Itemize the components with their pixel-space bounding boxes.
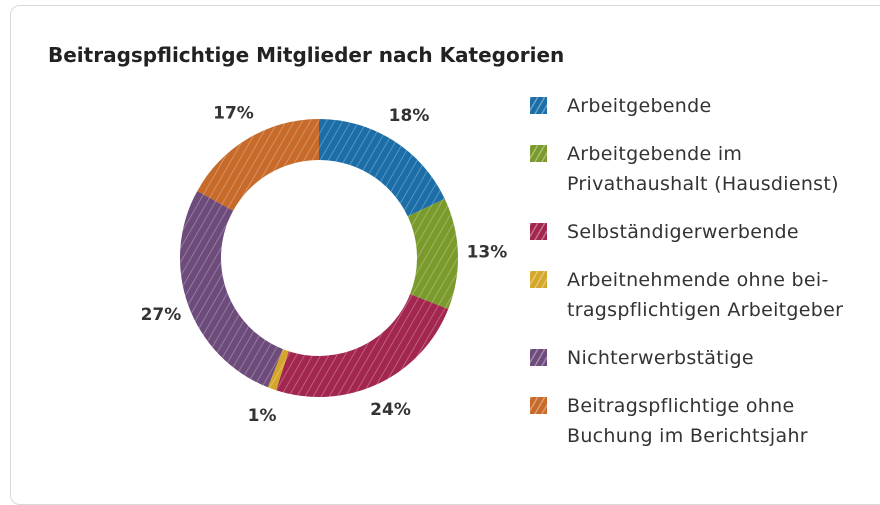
data-label: 17% [213, 103, 254, 123]
data-label: 24% [370, 400, 411, 420]
data-label: 18% [389, 106, 430, 126]
data-label: 13% [467, 243, 508, 263]
legend: Arbeitgebende Arbeitgebende im Privathaus… [530, 91, 870, 469]
legend-label: Arbeitgebende im Privathaushalt (Hausdie… [567, 143, 839, 195]
slice-hatch [407, 198, 458, 310]
slice-hatch [319, 119, 445, 217]
legend-item: Arbeitgebende im Privathaushalt (Hausdie… [530, 139, 870, 199]
slice-hatch [267, 349, 289, 391]
legend-item: Beitragspflichtige ohne Buchung im Beric… [530, 391, 870, 451]
legend-item: Selbständigerwerbende [530, 217, 870, 247]
chart: 18% 13% 24% 1% 27% 17% [141, 103, 508, 426]
legend-swatch [530, 97, 547, 114]
legend-label: Selbständigerwerbende [567, 221, 799, 243]
legend-swatch [530, 349, 547, 366]
slice-hatch [180, 191, 283, 388]
slice-hatch [197, 119, 319, 211]
legend-item: Arbeitnehmende ohne bei- tragspflichtige… [530, 265, 870, 325]
slice-hatch [276, 294, 449, 398]
legend-swatch [530, 145, 547, 162]
legend-label: Arbeitgebende [567, 95, 712, 117]
legend-swatch [530, 397, 547, 414]
legend-label: Nichterwerbstätige [567, 347, 754, 369]
legend-swatch [530, 271, 547, 288]
legend-swatch [530, 223, 547, 240]
legend-label: Arbeitnehmende ohne bei- tragspflichtige… [567, 269, 844, 321]
legend-item: Arbeitgebende [530, 91, 870, 121]
chart-title: Beitragspflichtige Mitglieder nach Kateg… [48, 43, 565, 67]
data-label: 27% [141, 305, 182, 325]
legend-label: Beitragspflichtige ohne Buchung im Beric… [567, 395, 808, 447]
data-label: 1% [248, 406, 277, 426]
page: {"chart_data": {"type": "pie", "title": … [10, 5, 880, 505]
legend-item: Nichterwerbstätige [530, 343, 870, 373]
